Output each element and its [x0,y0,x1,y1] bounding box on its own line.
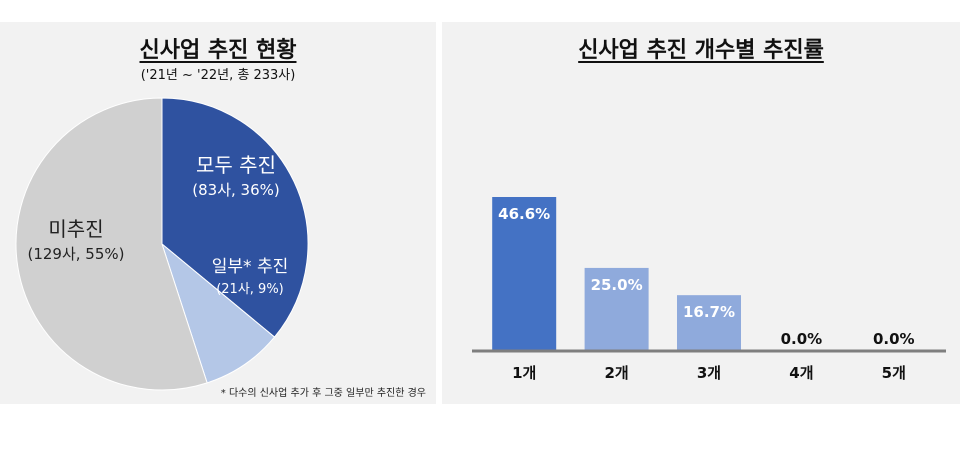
bar-chart: 46.6% 1개 25.0% 2개 16.7% 3개 0.0% 4개 0.0% 5개 [472,197,946,382]
pie-slice-label: 미추진 [48,217,103,241]
pie-slice [160,242,276,384]
pie-slice-detail: (129사, 55%) [27,245,124,263]
pie-footnote: * 다수의 신사업 추가 후 그중 일부만 추진한 경우 [220,388,426,399]
pie-slice-detail: (21사, 9%) [216,282,284,297]
pie-slice-label: 일부* 추진 [212,257,288,277]
bar [584,267,649,350]
pie-chart-subtitle: ('21년 ~ '22년, 총 233사) [140,68,296,83]
bar-value-label: 16.7% [683,303,735,321]
pie-chart-title: 신사업 추진 현황 [139,38,297,63]
bar-category-label: 4개 [789,364,813,382]
pie-slice [15,97,208,391]
bar-category-label: 1개 [512,364,536,382]
bar-chart-title: 신사업 추진 개수별 추진률 [578,38,824,63]
pie-slice-detail: (83사, 36%) [192,181,279,199]
bar-value-label: 25.0% [591,276,643,294]
pie-slice-label: 모두 추진 [196,153,276,177]
bar [677,295,741,350]
pie-slice [161,97,309,338]
bar-panel: 신사업 추진 개수별 추진률 46.6% 1개 25.0% 2개 16.7% 3개 0.0%… [442,22,960,404]
bar-category-label: 3개 [697,364,721,382]
bar-value-label: 0.0% [781,330,823,348]
bar-category-label: 5개 [882,364,906,382]
bar-value-label: 46.6% [498,205,550,223]
pie-chart: 모두 추진 (83사, 36%) 일부* 추진 (21사, 9%) 미추진 (129사, … [15,97,309,391]
bar-category-label: 2개 [604,364,628,382]
bar [492,197,557,350]
pie-panel: 신사업 추진 현황 ('21년 ~ '22년, 총 233사) 모두 추진 (83… [0,22,436,404]
bar-value-label: 0.0% [873,330,915,348]
